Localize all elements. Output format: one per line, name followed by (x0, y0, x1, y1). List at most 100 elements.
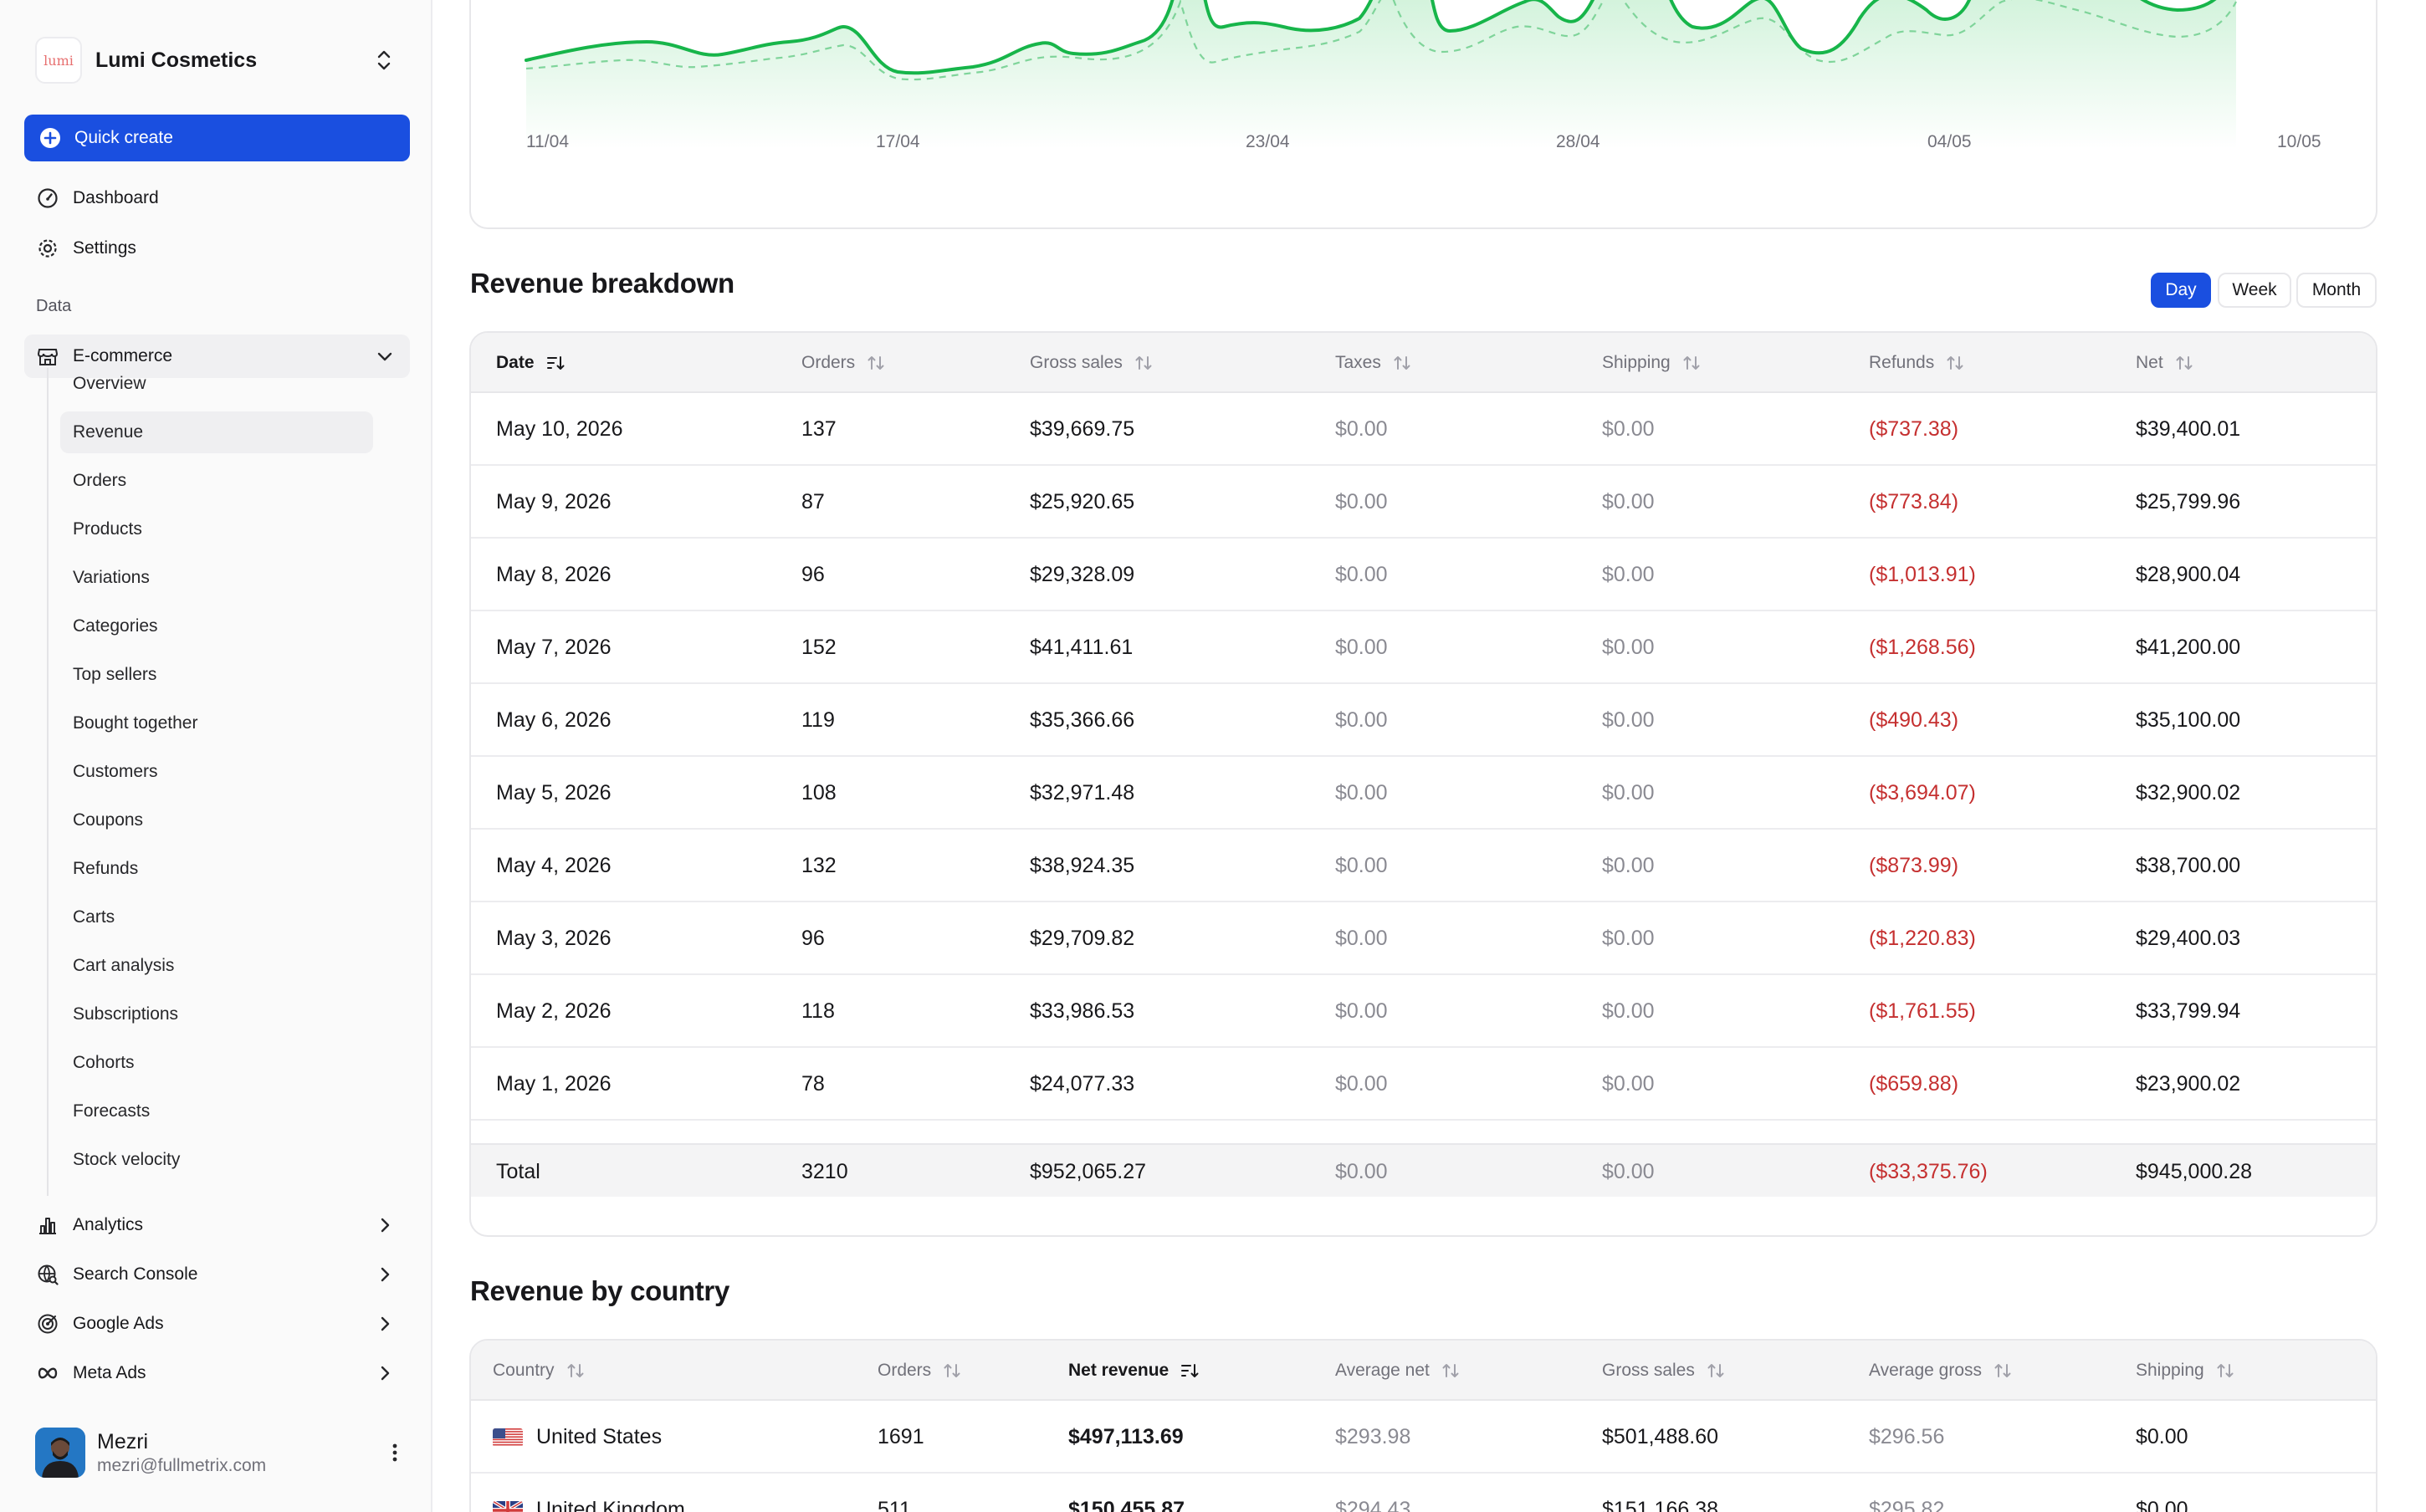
nav-google-ads-label: Google Ads (73, 1314, 164, 1333)
sidebar-item-top-sellers[interactable]: Top sellers (73, 665, 157, 684)
cell-country: United States (493, 1401, 662, 1474)
total-refunds: ($33,375.76) (1869, 1159, 1988, 1183)
nav-search-console[interactable]: Search Console (24, 1253, 410, 1296)
cell-orders: 87 (801, 466, 825, 539)
column-header-net-revenue[interactable]: Net revenue (1068, 1341, 1199, 1401)
cell-gross-sales: $32,971.48 (1030, 757, 1134, 830)
period-month-button[interactable]: Month (2296, 273, 2377, 308)
column-header-gross-sales[interactable]: Gross sales (1030, 333, 1153, 393)
cell-value: 96 (801, 563, 825, 586)
cell-value: 119 (801, 708, 835, 732)
nav-google-ads[interactable]: Google Ads (24, 1302, 410, 1346)
sidebar-item-stock-velocity[interactable]: Stock velocity (73, 1150, 181, 1169)
column-header-date[interactable]: Date (496, 333, 565, 393)
cell-value: May 2, 2026 (496, 999, 612, 1023)
quick-create-button[interactable]: Quick create (24, 115, 410, 161)
workspace-switcher[interactable]: lumi Lumi Cosmetics (22, 30, 407, 90)
cell-gross-sales: $151,166.38 (1602, 1474, 1718, 1512)
column-header-refunds[interactable]: Refunds (1869, 333, 1964, 393)
revenue-breakdown-table: Date Orders Gross sales Taxes Shipping Refund… (469, 331, 2377, 1237)
cell-orders: 511 (878, 1474, 911, 1512)
total-shipping: $0.00 (1602, 1159, 1655, 1183)
column-header-net[interactable]: Net (2136, 333, 2193, 393)
nav-meta-ads[interactable]: Meta Ads (24, 1351, 410, 1395)
column-header-orders[interactable]: Orders (878, 1341, 961, 1401)
sidebar-item-overview[interactable]: Overview (73, 374, 146, 393)
cell-orders: 96 (801, 902, 825, 975)
cell-value: ($873.99) (1869, 854, 1959, 877)
period-day-button[interactable]: Day (2151, 273, 2211, 308)
cell-value: $0.00 (1602, 999, 1655, 1023)
sidebar-item-products[interactable]: Products (73, 519, 142, 539)
sidebar-item-categories[interactable]: Categories (73, 616, 158, 636)
period-week-button[interactable]: Week (2218, 273, 2291, 308)
cell-value: May 8, 2026 (496, 563, 612, 586)
cell-value: May 1, 2026 (496, 1072, 612, 1096)
cell-value: ($1,761.55) (1869, 999, 1976, 1023)
cell-value: May 5, 2026 (496, 781, 612, 805)
cell-net: $38,700.00 (2136, 830, 2240, 902)
table-row[interactable]: May 10, 2026 137 $39,669.75 $0.00 $0.00 ($737… (471, 393, 2376, 466)
cell-value: $41,411.61 (1030, 636, 1134, 659)
cell-average-net: $294.43 (1335, 1474, 1410, 1512)
sidebar-item-cohorts[interactable]: Cohorts (73, 1053, 135, 1072)
table-row[interactable]: May 4, 2026 132 $38,924.35 $0.00 $0.00 ($873.… (471, 830, 2376, 902)
sidebar-item-variations[interactable]: Variations (73, 568, 150, 587)
cell-value: $0.00 (1602, 927, 1655, 950)
table-row[interactable]: May 9, 2026 87 $25,920.65 $0.00 $0.00 ($773.8… (471, 466, 2376, 539)
cell-value: May 4, 2026 (496, 854, 612, 877)
column-header-label: Orders (801, 353, 856, 372)
sidebar-item-coupons[interactable]: Coupons (73, 810, 144, 830)
chart-revenue-line (525, 0, 2217, 75)
x-tick-label: 23/04 (1246, 132, 1290, 151)
column-header-label: Average net (1335, 1361, 1430, 1380)
sidebar-item-subscriptions[interactable]: Subscriptions (73, 1004, 179, 1024)
cell-value: $0.00 (1335, 927, 1388, 950)
cell-value: 137 (801, 417, 837, 441)
table-row[interactable]: May 7, 2026 152 $41,411.61 $0.00 $0.00 ($1,26… (471, 611, 2376, 684)
table-header: Date Orders Gross sales Taxes Shipping Refund… (471, 333, 2376, 393)
sidebar-item-orders[interactable]: Orders (73, 471, 127, 490)
cell-value: ($1,268.56) (1869, 636, 1976, 659)
table-row[interactable]: United Kingdom 511 $150,455.87 $294.43 $151,… (471, 1474, 2376, 1512)
table-row[interactable]: May 1, 2026 78 $24,077.33 $0.00 $0.00 ($659.8… (471, 1048, 2376, 1121)
user-menu[interactable]: Mezri mezri@fullmetrix.com (35, 1427, 403, 1479)
sidebar-item-customers[interactable]: Customers (73, 762, 158, 781)
nav-dashboard[interactable]: Dashboard (24, 176, 410, 220)
cell-date: May 2, 2026 (496, 975, 612, 1048)
nav-ecommerce[interactable]: E-commerce (24, 335, 410, 378)
user-name: Mezri (97, 1429, 149, 1453)
cell-refunds: ($3,694.07) (1869, 757, 1976, 830)
table-row[interactable]: May 6, 2026 119 $35,366.66 $0.00 $0.00 ($490.… (471, 684, 2376, 757)
column-header-shipping[interactable]: Shipping (2136, 1341, 2234, 1401)
nav-analytics[interactable]: Analytics (24, 1203, 410, 1247)
more-vertical-icon[interactable] (386, 1440, 403, 1465)
sidebar-item-cart-analysis[interactable]: Cart analysis (73, 956, 175, 975)
column-header-label: Country (493, 1361, 555, 1380)
sidebar-item-carts[interactable]: Carts (73, 907, 115, 927)
nav-settings[interactable]: Settings (24, 227, 410, 270)
column-header-country[interactable]: Country (493, 1341, 585, 1401)
column-header-taxes[interactable]: Taxes (1335, 333, 1411, 393)
table-row[interactable]: May 2, 2026 118 $33,986.53 $0.00 $0.00 ($1,76… (471, 975, 2376, 1048)
table-row[interactable]: May 5, 2026 108 $32,971.48 $0.00 $0.00 ($3,69… (471, 757, 2376, 830)
chevron-up-down-icon (377, 50, 391, 70)
nav-analytics-label: Analytics (73, 1215, 144, 1234)
sidebar-item-refunds[interactable]: Refunds (73, 859, 139, 878)
column-header-gross-sales[interactable]: Gross sales (1602, 1341, 1725, 1401)
cell-value: $151,166.38 (1602, 1498, 1719, 1512)
column-header-orders[interactable]: Orders (801, 333, 885, 393)
table-row[interactable]: United States 1691 $497,113.69 $293.98 $501,… (471, 1401, 2376, 1474)
table-row[interactable]: May 3, 2026 96 $29,709.82 $0.00 $0.00 ($1,220… (471, 902, 2376, 975)
column-header-average-gross[interactable]: Average gross (1869, 1341, 2012, 1401)
store-icon (36, 345, 59, 368)
nav-search-console-label: Search Console (73, 1264, 198, 1284)
table-row[interactable]: May 8, 2026 96 $29,328.09 $0.00 $0.00 ($1,013… (471, 539, 2376, 611)
column-header-shipping[interactable]: Shipping (1602, 333, 1701, 393)
column-header-average-net[interactable]: Average net (1335, 1341, 1460, 1401)
cell-taxes: $0.00 (1335, 757, 1388, 830)
sidebar-item-revenue[interactable]: Revenue (60, 411, 373, 453)
cell-value: $0.00 (1602, 563, 1655, 586)
sidebar-item-bought-together[interactable]: Bought together (73, 713, 198, 733)
sidebar-item-forecasts[interactable]: Forecasts (73, 1101, 151, 1121)
